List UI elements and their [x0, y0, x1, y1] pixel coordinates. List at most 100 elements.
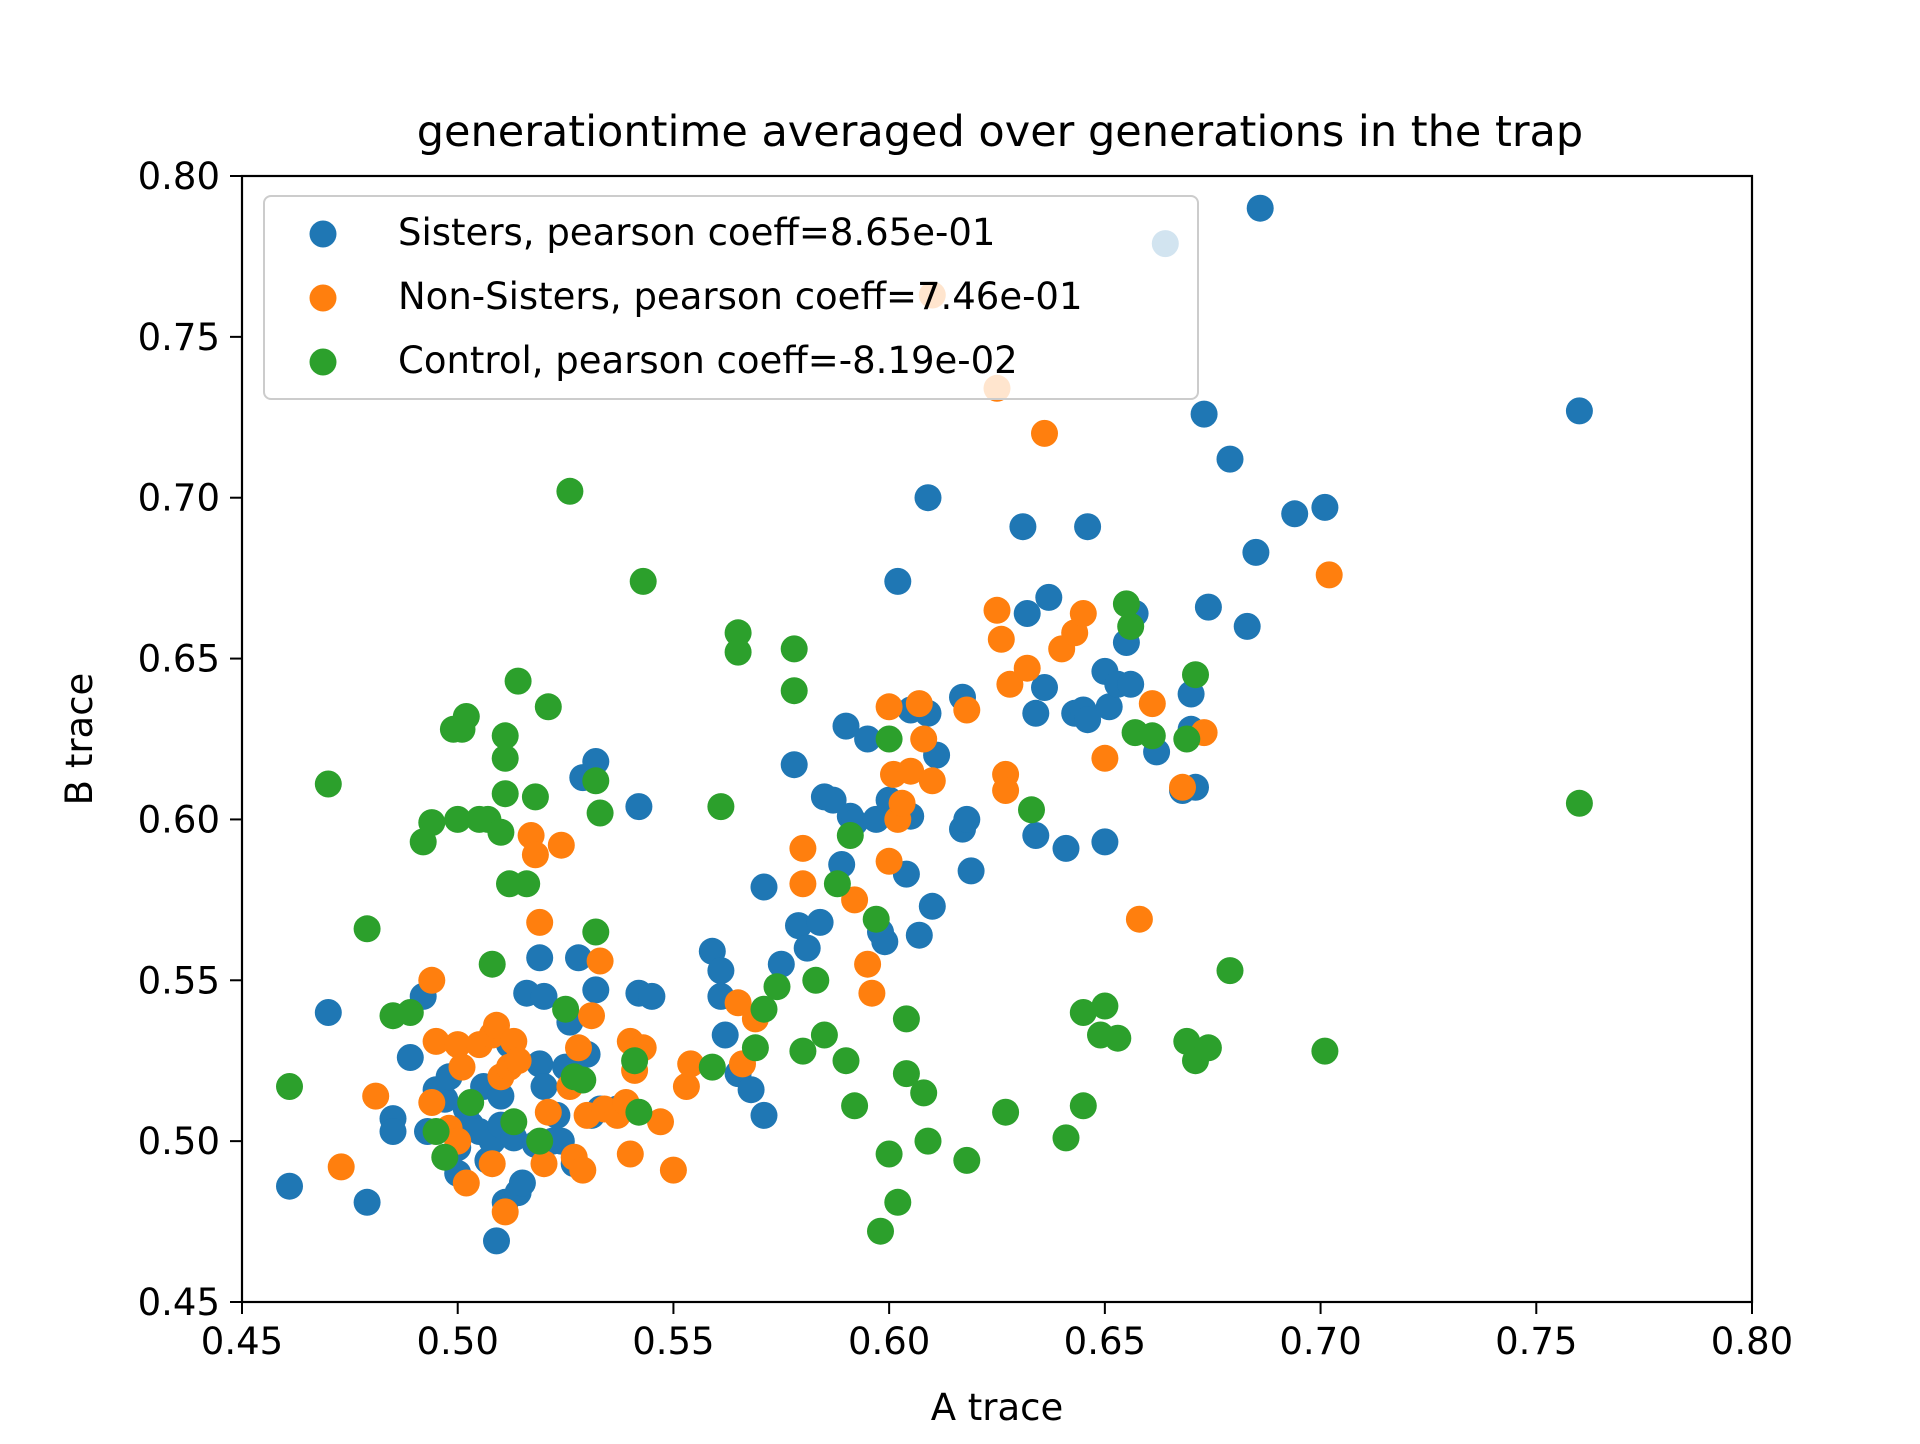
data-point	[513, 870, 541, 898]
x-tick-label: 0.45	[201, 1320, 283, 1363]
data-point	[910, 725, 938, 753]
data-point	[582, 918, 610, 946]
data-point	[672, 1073, 700, 1100]
x-tick-label: 0.70	[1279, 1320, 1361, 1363]
data-point	[910, 1079, 938, 1107]
y-tick-label: 0.45	[138, 1281, 220, 1324]
data-point	[552, 995, 580, 1023]
data-point	[1009, 513, 1037, 541]
data-point	[1182, 661, 1209, 689]
legend-marker-control	[309, 348, 337, 376]
data-point	[616, 1140, 644, 1168]
x-tick-label: 0.55	[632, 1320, 714, 1363]
data-point	[875, 725, 903, 753]
data-point	[362, 1082, 390, 1110]
data-point	[1052, 1124, 1080, 1152]
data-point	[918, 892, 946, 920]
data-point	[1031, 674, 1058, 701]
data-point	[396, 999, 424, 1026]
data-point	[625, 793, 653, 821]
data-point	[1069, 999, 1097, 1026]
plot-frame	[240, 174, 1754, 1304]
data-point	[1173, 725, 1201, 753]
data-points	[276, 194, 1593, 1255]
data-point	[897, 757, 925, 785]
data-point	[1031, 419, 1058, 447]
data-point	[1233, 612, 1261, 640]
data-point	[780, 751, 808, 779]
legend-box	[263, 195, 1199, 400]
data-point	[431, 1143, 459, 1171]
data-point	[862, 905, 890, 933]
data-point	[483, 1227, 510, 1255]
data-point	[996, 670, 1024, 698]
data-point	[1013, 600, 1041, 627]
data-point	[1022, 699, 1050, 727]
data-point	[1013, 654, 1041, 682]
data-point	[724, 989, 752, 1017]
data-point	[1091, 992, 1119, 1020]
data-point	[452, 1169, 480, 1197]
data-point	[867, 1217, 894, 1245]
data-point	[569, 1156, 597, 1184]
data-point	[582, 748, 610, 775]
data-point	[789, 870, 817, 898]
data-point	[1138, 690, 1166, 718]
y-tick-label: 0.70	[138, 477, 220, 520]
data-point	[448, 1053, 476, 1081]
x-tick-label: 0.50	[417, 1320, 499, 1363]
data-point	[582, 976, 610, 1004]
data-point	[276, 1073, 303, 1100]
x-tick-label: 0.60	[848, 1320, 930, 1363]
data-point	[1138, 722, 1166, 750]
data-point	[957, 857, 985, 885]
data-point	[1074, 706, 1102, 734]
data-point	[578, 1002, 605, 1030]
data-point	[750, 1101, 778, 1129]
data-point	[491, 722, 519, 750]
axes: 0.45 0.50 0.55 0.60 0.65 0.70 0.75 0.80 0.45 0.50…	[138, 155, 1794, 1363]
data-point	[491, 744, 519, 772]
data-point	[914, 484, 942, 512]
data-point	[862, 805, 890, 833]
data-point	[1194, 1034, 1222, 1062]
series-2	[276, 477, 1593, 1245]
data-point	[750, 873, 778, 901]
data-point	[767, 950, 795, 978]
data-point	[750, 995, 778, 1023]
data-point	[741, 1034, 769, 1062]
data-point	[858, 979, 886, 1007]
data-point	[832, 1047, 860, 1075]
data-point	[1052, 834, 1080, 862]
data-point	[487, 818, 515, 846]
data-point	[582, 767, 610, 795]
data-point	[504, 667, 532, 695]
data-point	[1315, 561, 1343, 589]
data-point	[530, 1073, 558, 1100]
data-point	[1242, 538, 1270, 566]
data-point	[353, 1188, 381, 1216]
data-point	[1281, 500, 1309, 528]
y-tick-label: 0.60	[138, 798, 220, 841]
data-point	[1565, 397, 1593, 425]
data-point	[491, 1198, 519, 1226]
data-point	[586, 799, 614, 827]
data-point	[379, 1118, 407, 1145]
data-point	[819, 786, 847, 814]
data-point	[871, 928, 899, 956]
data-point	[547, 831, 575, 859]
data-point	[396, 1044, 424, 1071]
data-point	[452, 703, 480, 730]
data-point	[992, 777, 1020, 804]
data-point	[875, 1140, 903, 1168]
data-point	[992, 1098, 1020, 1126]
data-point	[841, 886, 869, 914]
data-point	[823, 870, 851, 898]
data-point	[1035, 583, 1063, 611]
data-point	[875, 847, 903, 875]
data-point	[418, 809, 446, 837]
data-point	[1095, 693, 1123, 721]
data-point	[836, 822, 864, 849]
data-point	[806, 908, 834, 936]
